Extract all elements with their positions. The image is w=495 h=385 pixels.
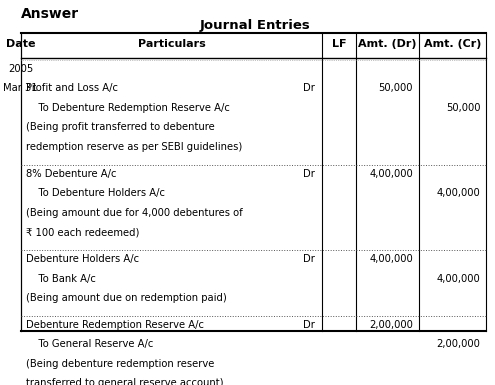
Text: 4,00,000: 4,00,000 [369, 169, 413, 179]
Text: LF: LF [332, 39, 346, 49]
Text: redemption reserve as per SEBI guidelines): redemption reserve as per SEBI guideline… [26, 142, 243, 152]
Text: 4,00,000: 4,00,000 [369, 254, 413, 264]
Text: (Being amount due on redemption paid): (Being amount due on redemption paid) [26, 293, 227, 303]
Text: (Being amount due for 4,000 debentures of: (Being amount due for 4,000 debentures o… [26, 208, 243, 218]
Text: ₹ 100 each redeemed): ₹ 100 each redeemed) [26, 227, 140, 237]
Text: To Bank A/c: To Bank A/c [26, 274, 97, 284]
Text: (Being debenture redemption reserve: (Being debenture redemption reserve [26, 359, 215, 369]
Text: 2,00,000: 2,00,000 [437, 340, 481, 350]
Text: Dr: Dr [303, 84, 315, 94]
Text: (Being profit transferred to debenture: (Being profit transferred to debenture [26, 122, 215, 132]
Text: transferred to general reserve account): transferred to general reserve account) [26, 378, 224, 385]
Text: 50,000: 50,000 [379, 84, 413, 94]
Text: Particulars: Particulars [138, 39, 205, 49]
Text: Answer: Answer [21, 7, 79, 22]
Text: 4,00,000: 4,00,000 [437, 274, 481, 284]
Text: Amt. (Cr): Amt. (Cr) [424, 39, 481, 49]
Text: 8% Debenture A/c: 8% Debenture A/c [26, 169, 117, 179]
Text: 2005: 2005 [8, 64, 33, 74]
Text: Debenture Holders A/c: Debenture Holders A/c [26, 254, 140, 264]
Text: 2,00,000: 2,00,000 [369, 320, 413, 330]
Text: Journal Entries: Journal Entries [199, 19, 310, 32]
Text: Amt. (Dr): Amt. (Dr) [358, 39, 417, 49]
Text: Debenture Redemption Reserve A/c: Debenture Redemption Reserve A/c [26, 320, 204, 330]
Text: Date: Date [6, 39, 36, 49]
Text: To Debenture Holders A/c: To Debenture Holders A/c [26, 188, 165, 198]
Text: Dr: Dr [303, 320, 315, 330]
Text: Dr: Dr [303, 254, 315, 264]
Text: 4,00,000: 4,00,000 [437, 188, 481, 198]
Text: Mar 31: Mar 31 [3, 84, 38, 94]
Text: To General Reserve A/c: To General Reserve A/c [26, 340, 154, 350]
Text: Dr: Dr [303, 169, 315, 179]
Text: Profit and Loss A/c: Profit and Loss A/c [26, 84, 118, 94]
Text: To Debenture Redemption Reserve A/c: To Debenture Redemption Reserve A/c [26, 103, 230, 113]
Text: 50,000: 50,000 [446, 103, 481, 113]
